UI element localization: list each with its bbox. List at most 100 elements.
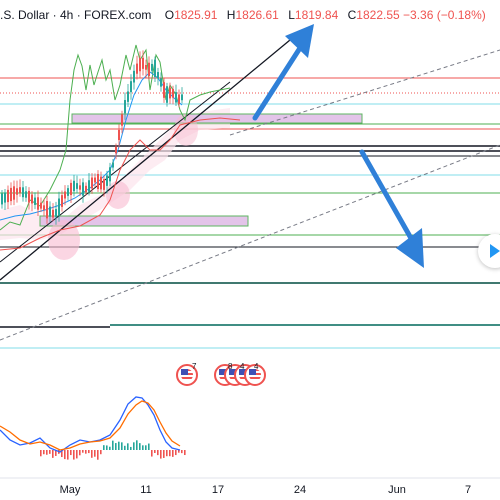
macd-histogram-bar <box>124 445 126 450</box>
candle-body <box>112 162 114 168</box>
candle-body <box>4 192 6 203</box>
candle-body <box>118 129 120 141</box>
macd-histogram-bar <box>130 446 132 450</box>
blue-up-arrow <box>252 24 314 121</box>
candle-body <box>115 146 117 154</box>
candle-body <box>109 167 111 182</box>
us-flag-icon <box>244 364 266 386</box>
demand-zone <box>39 215 249 227</box>
candle-body <box>46 200 48 219</box>
candle-body <box>97 173 99 190</box>
candle-body <box>160 78 162 87</box>
candle-body <box>172 89 174 98</box>
candle-body <box>85 185 87 193</box>
candle-body <box>73 180 75 192</box>
play-arrow-icon <box>490 244 500 258</box>
candle-body <box>52 209 54 218</box>
x-tick-label: 11 <box>140 484 152 496</box>
high-label: H <box>226 8 236 22</box>
macd-histogram-bar <box>76 450 78 459</box>
channel-upper <box>229 49 500 136</box>
macd-histogram-bar <box>70 450 72 456</box>
candle-body <box>175 92 177 103</box>
macd-histogram-bar <box>160 450 162 459</box>
macd-histogram-bar <box>181 450 183 454</box>
x-tick-label: 17 <box>211 484 225 496</box>
candle-body <box>103 179 105 190</box>
blue-indicator-line <box>0 71 183 221</box>
candle-body <box>67 188 69 196</box>
candle-body <box>100 176 102 190</box>
macd-histogram-bar <box>175 450 177 456</box>
close-label: C <box>347 8 357 22</box>
low-label: L <box>288 8 295 22</box>
candle-body <box>61 195 63 207</box>
scroll-to-realtime-button[interactable] <box>478 234 500 268</box>
candle-body <box>16 188 18 195</box>
open-value: 1825.91 <box>174 8 218 22</box>
symbol-header: .S. Dollar · 4h · FOREX.com O1825.91 H 18… <box>0 8 486 24</box>
event-count: 7 <box>192 362 197 371</box>
macd-histogram-bar <box>127 443 129 450</box>
candle-body <box>1 193 3 205</box>
candle-body <box>82 182 84 196</box>
candle-body <box>148 62 150 76</box>
x-tick-label: May <box>59 484 81 496</box>
candle-body <box>10 187 12 202</box>
candle-body <box>55 209 57 217</box>
macd-histogram-bar <box>115 443 117 450</box>
candle-body <box>169 87 171 99</box>
macd-histogram-bar <box>46 450 48 455</box>
ichimoku-cloud <box>0 108 230 240</box>
candle-body <box>58 198 60 216</box>
macd-histogram-bar <box>163 450 165 458</box>
macd-histogram-bar <box>139 443 141 450</box>
macd-histogram-bar <box>73 450 75 460</box>
candle-body <box>37 197 39 210</box>
macd-histogram-bar <box>184 450 186 456</box>
candle-body <box>139 58 141 72</box>
macd-histogram-bar <box>136 440 138 450</box>
candle-body <box>70 182 72 196</box>
macd-histogram-bar <box>43 450 45 455</box>
candle-body <box>178 94 180 105</box>
candle-body <box>166 86 168 103</box>
candle-body <box>121 114 123 126</box>
macd-histogram-bar <box>154 450 156 453</box>
macd-histogram-bar <box>85 450 87 454</box>
candle-body <box>151 63 153 71</box>
macd-histogram-bar <box>157 450 159 456</box>
macd-histogram-bar <box>166 450 168 457</box>
candle-body <box>64 191 66 199</box>
macd-histogram-bar <box>103 445 105 450</box>
x-axis: May 11 17 24 Jun 7 <box>0 484 500 500</box>
candles <box>1 50 183 225</box>
open-label: O <box>164 8 175 22</box>
symbol-title: .S. Dollar · 4h · FOREX.com <box>0 8 152 22</box>
macd-histogram-bar <box>106 445 108 450</box>
trendline <box>0 39 291 281</box>
us-flag-icon <box>176 364 198 386</box>
macd-line <box>0 396 181 453</box>
candle-body <box>88 180 90 192</box>
event-count: 8 <box>228 362 233 371</box>
candle-body <box>28 190 30 203</box>
macd-histogram-bar <box>79 450 81 456</box>
candle-body <box>40 202 42 209</box>
candle-body <box>145 64 147 70</box>
candle-body <box>31 194 33 204</box>
low-value: 1819.84 <box>294 8 339 22</box>
change-value: −3.36 (−0.18%) <box>403 8 486 22</box>
candle-body <box>91 177 93 189</box>
candle-body <box>154 59 156 78</box>
candle-body <box>7 189 9 203</box>
macd-histogram-bar <box>100 450 102 455</box>
candle-body <box>22 187 24 198</box>
macd-histogram-bar <box>109 446 111 450</box>
trendline <box>0 81 231 263</box>
candle-body <box>136 63 138 74</box>
candle-body <box>76 183 78 189</box>
macd-histogram-bar <box>82 450 84 453</box>
candle-body <box>94 177 96 183</box>
